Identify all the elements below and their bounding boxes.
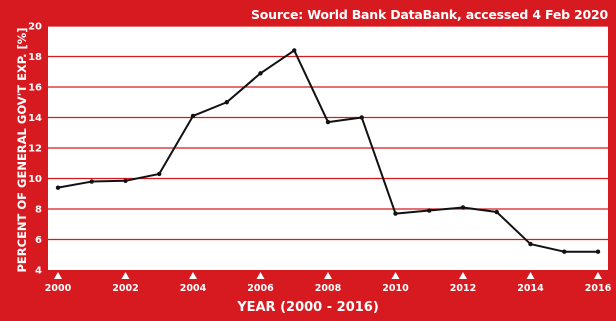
x-tick-label-2010: 2010 [382, 283, 409, 294]
x-tick-label-2002: 2002 [112, 283, 138, 294]
data-point-2003 [157, 171, 162, 177]
x-tick-label-2000: 2000 [45, 283, 72, 294]
y-tick-label-16: 16 [28, 83, 42, 94]
data-point-2013 [494, 209, 499, 215]
y-tick-label-8: 8 [35, 205, 42, 216]
data-point-2002 [123, 178, 128, 183]
y-tick-label-10: 10 [28, 174, 42, 185]
x-tick-marker-2010 [391, 272, 400, 279]
x-tick-marker-2002 [121, 272, 130, 279]
x-tick-label-2014: 2014 [517, 283, 544, 294]
data-point-2009 [359, 115, 364, 120]
x-axis-label: YEAR (2000 - 2016) [237, 300, 379, 315]
data-point-2011 [427, 208, 432, 213]
data-point-2000 [55, 185, 61, 190]
y-tick-label-18: 18 [28, 52, 42, 63]
data-point-2007 [292, 48, 297, 53]
x-tick-label-2012: 2012 [450, 283, 476, 294]
data-point-2010 [393, 211, 398, 216]
y-tick-label-6: 6 [35, 235, 42, 246]
x-tick-marker-2016 [594, 272, 602, 279]
x-tick-marker-2012 [459, 272, 467, 279]
data-point-2004 [190, 113, 196, 119]
y-tick-label-12: 12 [28, 144, 42, 155]
data-point-2012 [460, 205, 466, 210]
data-point-2005 [224, 100, 229, 105]
x-tick-label-2016: 2016 [585, 283, 612, 294]
data-point-2001 [89, 179, 94, 184]
x-tick-marker-2008 [324, 272, 332, 279]
x-tick-marker-2004 [189, 272, 197, 279]
x-tick-marker-2006 [256, 272, 265, 279]
x-tick-label-2004: 2004 [180, 283, 207, 294]
chart-source-note: Source: World Bank DataBank, accessed 4 … [250, 7, 608, 22]
data-point-2006 [258, 71, 263, 76]
x-tick-label-2008: 2008 [315, 283, 342, 294]
data-point-2016 [595, 249, 601, 254]
data-point-2008 [325, 119, 331, 125]
y-tick-label-14: 14 [28, 113, 42, 124]
data-point-2014 [528, 241, 533, 247]
y-tick-label-20: 20 [28, 22, 42, 33]
x-tick-label-2006: 2006 [247, 283, 274, 294]
data-point-2015 [562, 249, 567, 254]
x-tick-marker-2000 [54, 272, 62, 279]
x-tick-marker-2014 [526, 272, 535, 279]
y-tick-label-4: 4 [35, 266, 42, 277]
